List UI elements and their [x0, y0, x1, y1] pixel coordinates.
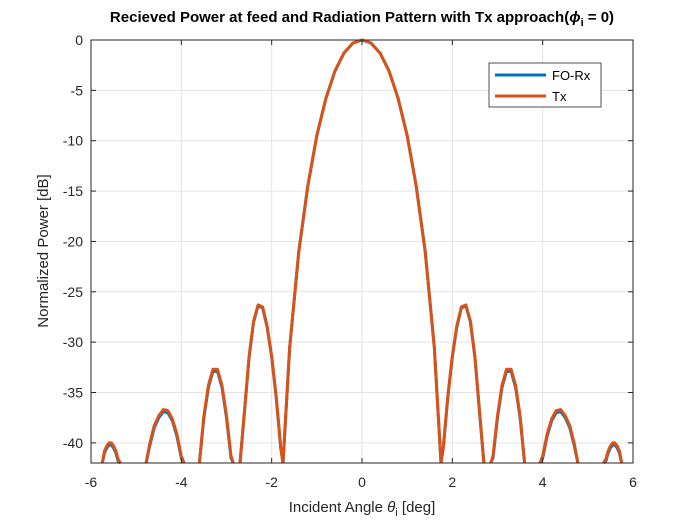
chart-title: Recieved Power at feed and Radiation Pat… [110, 9, 614, 29]
y-tick-labels: 0 -5 -10 -15 -20 -25 -30 -35 -40 [63, 32, 83, 451]
x-tick-label: 4 [539, 474, 547, 490]
chart-title-symbol: ϕ [569, 9, 580, 26]
y-tick-label: -20 [63, 233, 83, 249]
y-tick-label: -5 [71, 82, 84, 98]
x-axis-label-subscript: i [395, 507, 397, 519]
legend-box [488, 62, 602, 108]
tick-marks [90, 39, 634, 463]
x-tick-label: -2 [265, 474, 278, 490]
y-tick-label: -15 [63, 183, 83, 199]
x-axis-label-suffix: [deg] [398, 499, 436, 516]
chart-title-subscript: i [581, 17, 584, 29]
y-tick-label: -30 [63, 334, 83, 350]
series-lines [100, 38, 624, 465]
y-tick-label: 0 [75, 32, 83, 48]
x-axis-label-symbol: θ [387, 499, 395, 516]
legend-label-tx: Tx [552, 89, 567, 104]
x-tick-label: -4 [175, 474, 188, 490]
chart-title-main: Recieved Power at feed and Radiation Pat… [110, 9, 569, 26]
x-tick-label: 6 [629, 474, 637, 490]
y-tick-label: -40 [63, 435, 83, 451]
grid-lines [91, 40, 633, 463]
legend: FO-Rx Tx [488, 62, 602, 108]
legend-label-fo-rx: FO-Rx [552, 68, 591, 83]
y-tick-label: -25 [63, 284, 83, 300]
y-tick-label: -10 [63, 133, 83, 149]
x-tick-label: -6 [85, 474, 98, 490]
y-axis-label: Normalized Power [dB] [35, 174, 52, 327]
x-tick-labels: -6 -4 -2 0 2 4 6 [85, 474, 637, 490]
chart-title-suffix: = 0) [584, 9, 614, 26]
x-tick-label: 2 [448, 474, 456, 490]
y-tick-label: -35 [63, 385, 83, 401]
x-tick-label: 0 [358, 474, 366, 490]
x-axis-label-main: Incident Angle [289, 499, 387, 516]
x-axis-label: Incident Angle θi [deg] [289, 499, 436, 519]
